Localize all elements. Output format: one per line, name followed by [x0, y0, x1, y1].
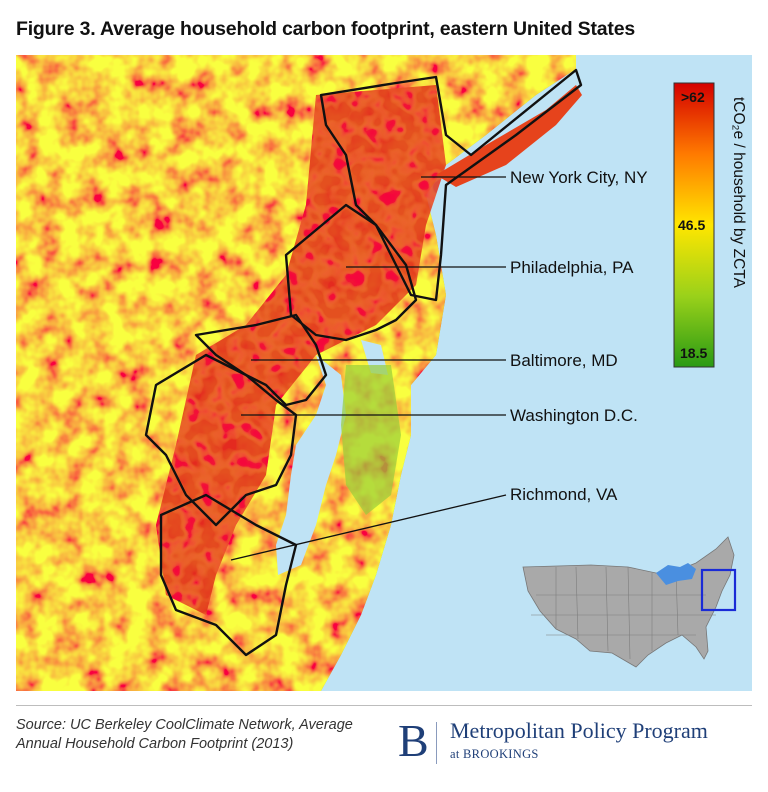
legend-title: tCO₂e / household by ZCTA [730, 97, 747, 289]
legend-min-label: 18.5 [680, 345, 707, 361]
brookings-logo: B Metropolitan Policy Program at BROOKIN… [398, 715, 758, 770]
logo-subtitle: at BROOKINGS [450, 747, 539, 761]
metro-outline-philadelphia [284, 203, 418, 342]
metro-outline-richmond [159, 493, 298, 657]
us-inset-map [522, 536, 737, 668]
source-note: Source: UC Berkeley CoolClimate Network,… [16, 717, 353, 752]
logo-program-name: Metropolitan Policy Program [450, 718, 708, 743]
logo-letter: B [398, 715, 429, 766]
city-label-philadelphia: Philadelphia, PA [510, 258, 634, 277]
color-legend: >62 46.5 18.5 tCO₂e / household by ZCTA [673, 82, 747, 368]
city-label-baltimore: Baltimore, MD [510, 351, 618, 370]
legend-color-bar [673, 82, 715, 368]
legend-max-label: >62 [681, 89, 705, 105]
footer-divider [16, 705, 752, 706]
logo-divider [436, 722, 437, 764]
urban-corridor-texture [156, 85, 446, 615]
figure-title: Figure 3. Average household carbon footp… [16, 18, 636, 40]
city-label-washington: Washington D.C. [510, 406, 638, 425]
inset-highlight-box [700, 568, 737, 612]
long-island [436, 85, 582, 187]
metro-outlines [144, 68, 583, 657]
metro-outline-nyc [319, 68, 583, 302]
callout-line-richmond [230, 494, 507, 561]
chesapeake-bay [276, 355, 346, 575]
city-label-nyc: New York City, NY [510, 168, 648, 187]
callout-lines [230, 176, 507, 561]
city-label-richmond: Richmond, VA [510, 485, 618, 504]
carbon-footprint-map: New York City, NY Philadelphia, PA Balti… [16, 55, 752, 691]
delmarva-peninsula [341, 365, 401, 515]
great-lakes [656, 563, 696, 585]
metro-outline-baltimore [194, 313, 328, 407]
us-inset-state-lines [531, 566, 716, 660]
metro-outline-washington [144, 353, 298, 527]
legend-mid-label: 46.5 [678, 217, 705, 233]
